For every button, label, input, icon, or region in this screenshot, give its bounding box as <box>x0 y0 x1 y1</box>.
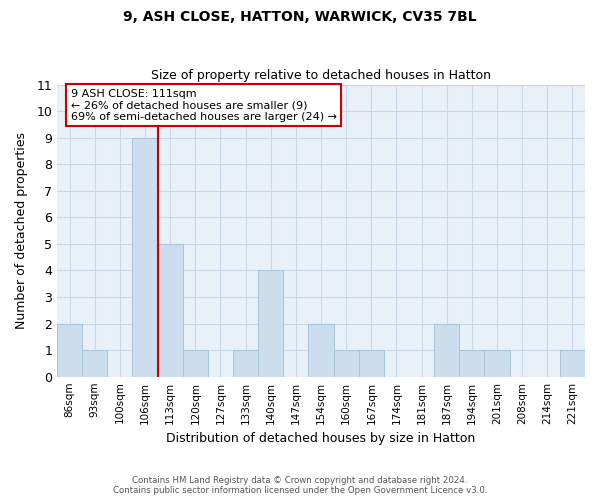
Title: Size of property relative to detached houses in Hatton: Size of property relative to detached ho… <box>151 69 491 82</box>
Text: Contains HM Land Registry data © Crown copyright and database right 2024.
Contai: Contains HM Land Registry data © Crown c… <box>113 476 487 495</box>
Text: 9 ASH CLOSE: 111sqm
← 26% of detached houses are smaller (9)
69% of semi-detache: 9 ASH CLOSE: 111sqm ← 26% of detached ho… <box>71 88 337 122</box>
Bar <box>484 350 509 376</box>
Bar <box>258 270 283 376</box>
Bar <box>183 350 208 376</box>
X-axis label: Distribution of detached houses by size in Hatton: Distribution of detached houses by size … <box>166 432 476 445</box>
Bar <box>158 244 183 376</box>
Bar <box>334 350 359 376</box>
Bar <box>460 350 484 376</box>
Bar <box>560 350 585 376</box>
Y-axis label: Number of detached properties: Number of detached properties <box>15 132 28 329</box>
Bar <box>434 324 460 376</box>
Bar <box>308 324 334 376</box>
Text: 9, ASH CLOSE, HATTON, WARWICK, CV35 7BL: 9, ASH CLOSE, HATTON, WARWICK, CV35 7BL <box>123 10 477 24</box>
Bar <box>133 138 158 376</box>
Bar <box>359 350 384 376</box>
Bar <box>82 350 107 376</box>
Bar <box>233 350 258 376</box>
Bar <box>57 324 82 376</box>
